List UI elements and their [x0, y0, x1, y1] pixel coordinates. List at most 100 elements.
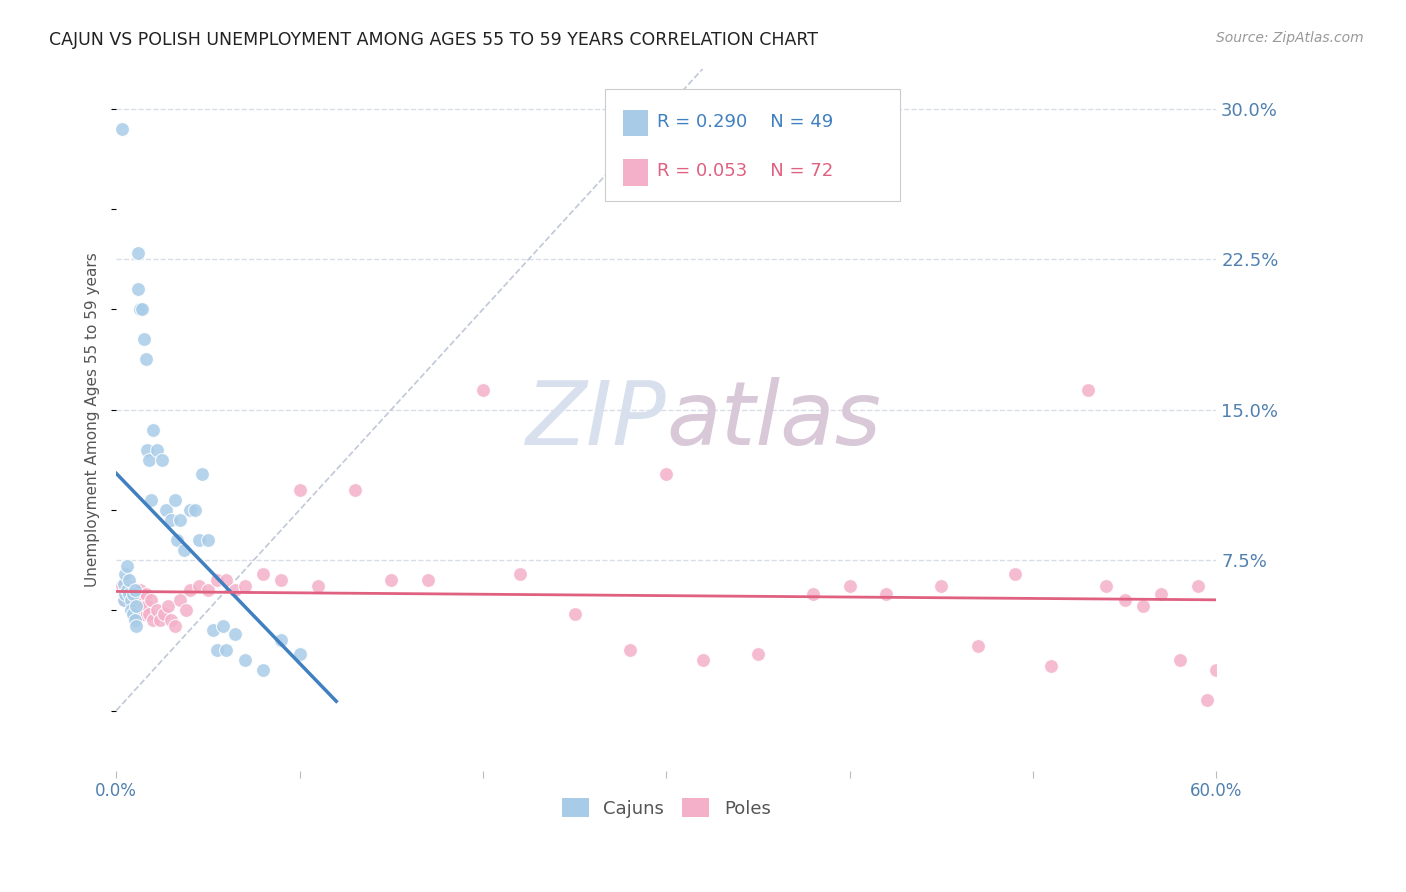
- Cajuns: [114, 567, 136, 582]
- Text: atlas: atlas: [666, 376, 882, 463]
- Poles: [125, 599, 148, 614]
- Poles: [416, 573, 439, 587]
- Cajuns: [120, 603, 142, 617]
- Cajuns: [138, 452, 160, 467]
- Poles: [1197, 693, 1219, 707]
- Cajuns: [129, 302, 152, 317]
- Cajuns: [136, 442, 159, 457]
- Poles: [471, 383, 494, 397]
- Poles: [224, 583, 246, 598]
- Cajuns: [173, 543, 195, 558]
- Cajuns: [224, 627, 246, 641]
- Cajuns: [124, 583, 146, 598]
- Poles: [252, 567, 274, 582]
- Poles: [179, 583, 201, 598]
- Cajuns: [121, 587, 143, 601]
- Cajuns: [142, 423, 165, 437]
- Poles: [129, 607, 152, 622]
- Cajuns: [187, 533, 209, 547]
- Poles: [967, 640, 990, 654]
- Poles: [233, 579, 256, 593]
- Poles: [1114, 593, 1136, 607]
- Poles: [1187, 579, 1209, 593]
- Poles: [1095, 579, 1118, 593]
- Cajuns: [117, 559, 139, 574]
- Cajuns: [118, 573, 141, 587]
- Poles: [120, 587, 142, 601]
- Text: R = 0.290    N = 49: R = 0.290 N = 49: [657, 113, 832, 131]
- Poles: [288, 483, 311, 497]
- Cajuns: [252, 664, 274, 678]
- Cajuns: [169, 513, 191, 527]
- Text: Source: ZipAtlas.com: Source: ZipAtlas.com: [1216, 31, 1364, 45]
- Cajuns: [124, 613, 146, 627]
- Poles: [215, 573, 238, 587]
- Poles: [1004, 567, 1026, 582]
- Cajuns: [127, 246, 149, 260]
- Cajuns: [120, 593, 142, 607]
- Poles: [120, 583, 142, 598]
- Poles: [139, 593, 162, 607]
- Poles: [142, 613, 165, 627]
- Cajuns: [211, 619, 233, 633]
- Cajuns: [114, 587, 136, 601]
- Cajuns: [118, 587, 141, 601]
- Poles: [156, 599, 179, 614]
- Cajuns: [135, 352, 157, 367]
- Cajuns: [125, 619, 148, 633]
- Poles: [619, 643, 641, 657]
- Poles: [838, 579, 860, 593]
- Cajuns: [179, 503, 201, 517]
- Poles: [131, 593, 153, 607]
- Poles: [153, 607, 176, 622]
- Cajuns: [160, 513, 183, 527]
- Poles: [509, 567, 531, 582]
- Cajuns: [150, 452, 173, 467]
- Cajuns: [155, 503, 177, 517]
- Cajuns: [132, 332, 155, 346]
- Cajuns: [197, 533, 219, 547]
- Poles: [564, 607, 586, 622]
- Cajuns: [233, 653, 256, 667]
- Poles: [127, 593, 149, 607]
- Poles: [129, 583, 152, 598]
- Poles: [1077, 383, 1099, 397]
- Cajuns: [202, 624, 225, 638]
- Poles: [112, 587, 135, 601]
- Poles: [929, 579, 952, 593]
- Poles: [1168, 653, 1191, 667]
- Poles: [124, 583, 146, 598]
- Poles: [692, 653, 714, 667]
- Y-axis label: Unemployment Among Ages 55 to 59 years: Unemployment Among Ages 55 to 59 years: [86, 252, 100, 587]
- Poles: [114, 583, 136, 598]
- Cajuns: [215, 643, 238, 657]
- Poles: [132, 599, 155, 614]
- Cajuns: [205, 643, 228, 657]
- Poles: [801, 587, 824, 601]
- Text: CAJUN VS POLISH UNEMPLOYMENT AMONG AGES 55 TO 59 YEARS CORRELATION CHART: CAJUN VS POLISH UNEMPLOYMENT AMONG AGES …: [49, 31, 818, 49]
- Poles: [197, 583, 219, 598]
- Cajuns: [131, 302, 153, 317]
- Cajuns: [184, 503, 207, 517]
- Poles: [187, 579, 209, 593]
- Poles: [1132, 599, 1154, 614]
- Poles: [118, 593, 141, 607]
- Poles: [138, 607, 160, 622]
- Poles: [380, 573, 402, 587]
- Cajuns: [127, 282, 149, 296]
- Poles: [125, 587, 148, 601]
- Poles: [1150, 587, 1173, 601]
- Legend: Cajuns, Poles: Cajuns, Poles: [554, 791, 778, 825]
- Cajuns: [125, 599, 148, 614]
- Poles: [117, 587, 139, 601]
- Cajuns: [111, 121, 134, 136]
- Poles: [270, 573, 292, 587]
- Cajuns: [191, 467, 214, 481]
- Cajuns: [117, 583, 139, 598]
- Poles: [136, 599, 159, 614]
- Poles: [118, 579, 141, 593]
- Poles: [163, 619, 186, 633]
- Poles: [174, 603, 197, 617]
- Poles: [655, 467, 678, 481]
- Poles: [121, 593, 143, 607]
